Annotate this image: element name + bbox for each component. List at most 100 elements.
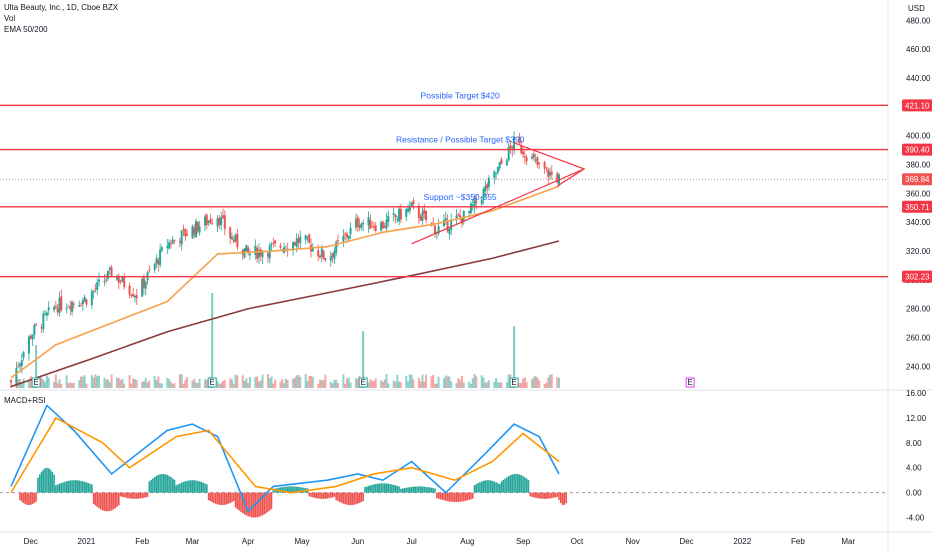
candle-body — [448, 229, 451, 234]
x-tick-label: Dec — [24, 537, 38, 546]
volume-bar — [496, 382, 499, 388]
candle-body — [191, 226, 194, 239]
y-tick-label: 400.00 — [906, 132, 931, 141]
macd-histogram-bar — [504, 478, 506, 493]
candle-body — [171, 239, 174, 244]
volume-bar — [286, 379, 289, 388]
macd-histogram-bar — [294, 486, 296, 493]
macd-histogram-bar — [342, 492, 345, 504]
volume-bar — [392, 380, 395, 388]
volume-bar — [434, 383, 437, 388]
macd-histogram-bar — [392, 484, 395, 493]
candle-body — [35, 324, 38, 326]
macd-histogram-bar — [531, 492, 533, 497]
volume-bar — [398, 381, 401, 388]
candle-body — [44, 313, 47, 315]
macd-histogram-bar — [222, 492, 224, 506]
macd-histogram-bar — [500, 481, 503, 493]
candle-body — [317, 250, 320, 257]
candle-body — [335, 241, 338, 253]
candle-body — [218, 218, 221, 225]
macd-histogram-bar — [241, 492, 244, 514]
macd-histogram-bar — [369, 485, 372, 493]
macd-histogram-bar — [515, 473, 517, 493]
earnings-marker — [509, 377, 519, 388]
candle-body — [92, 290, 95, 293]
macd-histogram-bar — [374, 484, 377, 493]
volume-bar — [557, 377, 560, 388]
candle-body — [67, 306, 70, 308]
macd-histogram-bar — [409, 487, 411, 493]
macd-histogram-bar — [545, 492, 548, 499]
candle-body — [347, 235, 350, 240]
volume-bar — [372, 381, 375, 388]
volume-bar — [473, 374, 476, 388]
volume-bar — [153, 375, 156, 388]
price-tag-label: 390.40 — [905, 146, 930, 155]
candle-body — [556, 173, 559, 183]
macd-histogram-bar — [385, 483, 388, 493]
macd-histogram-bar — [161, 473, 163, 493]
candle-body — [94, 288, 97, 290]
macd-histogram-bar — [461, 492, 463, 502]
candle-body — [385, 219, 388, 229]
macd-histogram-bar — [35, 492, 37, 502]
macd-histogram-bar — [38, 474, 41, 493]
macd-histogram-bar — [471, 492, 474, 499]
candle-body — [295, 238, 298, 248]
candle-body — [248, 253, 251, 256]
macd-histogram-bar — [322, 492, 325, 499]
macd-histogram-bar — [312, 492, 314, 498]
volume-label: Vol — [4, 14, 16, 23]
candle-body — [60, 296, 63, 310]
macd-histogram-bar — [139, 492, 142, 499]
candle-body — [457, 214, 460, 216]
macd-histogram-bar — [554, 492, 557, 498]
macd-histogram-bar — [263, 492, 266, 515]
macd-histogram-bar — [425, 486, 427, 493]
volume-bar — [311, 376, 314, 388]
macd-histogram-bar — [272, 488, 275, 493]
volume-bar — [205, 379, 208, 388]
candle-body — [119, 280, 122, 282]
volume-bar — [468, 381, 471, 388]
candle-body — [324, 258, 327, 261]
volume-bar — [223, 379, 226, 388]
candle-body — [423, 209, 426, 214]
candle-body — [475, 200, 478, 203]
volume-bar — [40, 377, 43, 388]
candle-body — [20, 360, 23, 367]
volume-bar — [254, 376, 257, 388]
candle-body — [550, 171, 553, 175]
macd-histogram-bar — [450, 492, 452, 502]
macd-histogram-bar — [464, 492, 467, 501]
candle-body — [216, 218, 219, 227]
candle-body — [518, 136, 521, 144]
candle-body — [543, 162, 546, 169]
candle-body — [47, 307, 50, 311]
x-tick-label: 2022 — [733, 537, 751, 546]
volume-bar — [297, 374, 300, 388]
macd-histogram-bar — [144, 492, 147, 498]
candle-body — [236, 233, 239, 248]
volume-bar — [495, 378, 498, 388]
x-tick-label: Nov — [626, 537, 640, 546]
macd-histogram-bar — [100, 492, 102, 510]
candle-body — [72, 303, 75, 305]
volume-bar — [110, 374, 113, 388]
volume-bar — [344, 383, 347, 388]
macd-histogram-bar — [401, 488, 404, 493]
macd-histogram-bar — [135, 492, 138, 499]
candle-body — [142, 277, 145, 288]
volume-bar — [220, 383, 223, 388]
volume-bar — [193, 378, 196, 388]
macd-histogram-bar — [258, 492, 260, 517]
macd-histogram-bar — [482, 480, 485, 493]
macd-histogram-bar — [94, 492, 97, 506]
macd-histogram-bar — [457, 492, 460, 502]
candle-body — [115, 277, 118, 280]
macd-histogram-bar — [152, 478, 154, 493]
candle-body — [443, 220, 445, 226]
macd-histogram-bar — [188, 480, 190, 493]
